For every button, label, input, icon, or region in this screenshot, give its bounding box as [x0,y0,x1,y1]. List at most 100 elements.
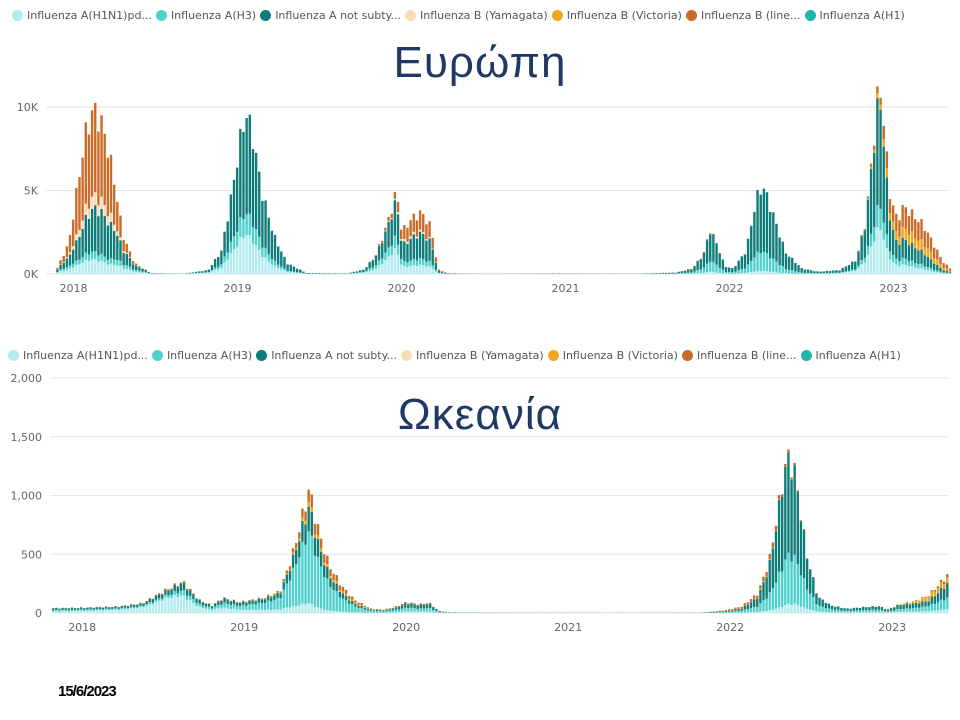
bar-segment[interactable] [737,611,740,613]
bar-segment[interactable] [310,511,313,536]
bar-segment[interactable] [106,225,110,260]
bar-segment[interactable] [749,602,753,609]
bar-segment[interactable] [381,240,384,243]
bar-segment[interactable] [702,252,706,268]
bar-segment[interactable] [936,249,939,260]
bar-segment[interactable] [753,257,756,272]
bar-segment[interactable] [868,612,871,613]
bar-segment[interactable] [352,273,356,274]
bar-segment[interactable] [116,235,119,260]
bar-segment[interactable] [68,268,72,274]
bar-segment[interactable] [911,603,915,609]
bar-segment[interactable] [759,253,762,271]
bar-segment[interactable] [117,609,120,613]
bar-segment[interactable] [360,605,363,606]
bar-segment[interactable] [860,260,863,265]
bar-segment[interactable] [329,610,332,613]
bar-segment[interactable] [942,263,945,268]
bar-segment[interactable] [223,256,226,263]
bar-segment[interactable] [125,243,128,253]
bar-segment[interactable] [918,600,921,604]
bar-segment[interactable] [914,602,918,608]
bar-segment[interactable] [254,601,257,605]
bar-segment[interactable] [671,272,674,274]
bar-segment[interactable] [422,603,426,605]
bar-segment[interactable] [918,603,921,608]
bar-segment[interactable] [936,270,939,273]
bar-segment[interactable] [434,262,438,270]
bar-segment[interactable] [428,237,431,239]
bar-segment[interactable] [194,273,198,274]
bar-segment[interactable] [295,272,299,274]
bar-segment[interactable] [307,502,310,507]
bar-segment[interactable] [718,610,722,612]
bar-segment[interactable] [895,264,898,274]
bar-segment[interactable] [226,599,229,604]
bar-segment[interactable] [125,252,128,254]
bar-segment[interactable] [731,267,734,273]
bar-segment[interactable] [882,222,885,240]
bar-segment[interactable] [702,272,706,274]
bar-segment[interactable] [728,609,731,611]
bar-segment[interactable] [108,609,111,611]
bar-segment[interactable] [167,589,170,591]
bar-segment[interactable] [170,594,173,598]
bar-segment[interactable] [301,517,304,521]
bar-segment[interactable] [176,597,180,613]
bar-segment[interactable] [55,609,58,612]
bar-segment[interactable] [376,609,379,612]
bar-segment[interactable] [812,577,815,597]
bar-segment[interactable] [418,231,422,259]
bar-segment[interactable] [876,227,879,274]
bar-segment[interactable] [750,225,753,261]
bar-segment[interactable] [431,248,434,250]
bar-segment[interactable] [129,604,133,607]
bar-segment[interactable] [866,254,870,274]
bar-segment[interactable] [854,270,857,274]
bar-segment[interactable] [198,606,201,613]
bar-segment[interactable] [319,538,323,549]
bar-segment[interactable] [869,233,873,247]
bar-segment[interactable] [721,259,725,270]
bar-segment[interactable] [87,261,91,274]
bar-segment[interactable] [914,262,917,268]
bar-segment[interactable] [819,271,822,274]
bar-segment[interactable] [683,270,687,273]
bar-segment[interactable] [248,213,251,235]
bar-segment[interactable] [399,240,403,260]
bar-segment[interactable] [238,609,242,613]
bar-segment[interactable] [775,223,778,262]
bar-segment[interactable] [323,576,326,610]
bar-segment[interactable] [90,259,94,274]
bar-segment[interactable] [812,596,815,611]
bar-segment[interactable] [116,265,119,274]
bar-segment[interactable] [335,575,338,582]
bar-segment[interactable] [821,606,824,612]
bar-segment[interactable] [939,256,942,264]
bar-segment[interactable] [746,609,750,613]
bar-segment[interactable] [399,259,403,265]
bar-segment[interactable] [384,231,387,253]
bar-segment[interactable] [310,535,313,604]
bar-segment[interactable] [84,214,87,253]
bar-segment[interactable] [382,610,385,612]
bar-segment[interactable] [410,602,413,604]
bar-segment[interactable] [295,268,299,273]
bar-segment[interactable] [425,266,428,274]
bar-segment[interactable] [911,611,915,613]
bar-segment[interactable] [136,604,139,607]
bar-segment[interactable] [911,601,915,604]
bar-segment[interactable] [280,266,283,270]
bar-segment[interactable] [772,258,775,272]
bar-segment[interactable] [173,583,176,585]
bar-segment[interactable] [179,595,183,613]
bar-segment[interactable] [388,610,391,613]
bar-segment[interactable] [693,265,696,267]
bar-segment[interactable] [217,600,220,602]
bar-segment[interactable] [718,253,721,268]
bar-segment[interactable] [95,610,99,613]
bar-segment[interactable] [905,602,909,604]
bar-segment[interactable] [768,212,772,259]
bar-segment[interactable] [847,271,851,274]
bar-segment[interactable] [762,611,765,613]
